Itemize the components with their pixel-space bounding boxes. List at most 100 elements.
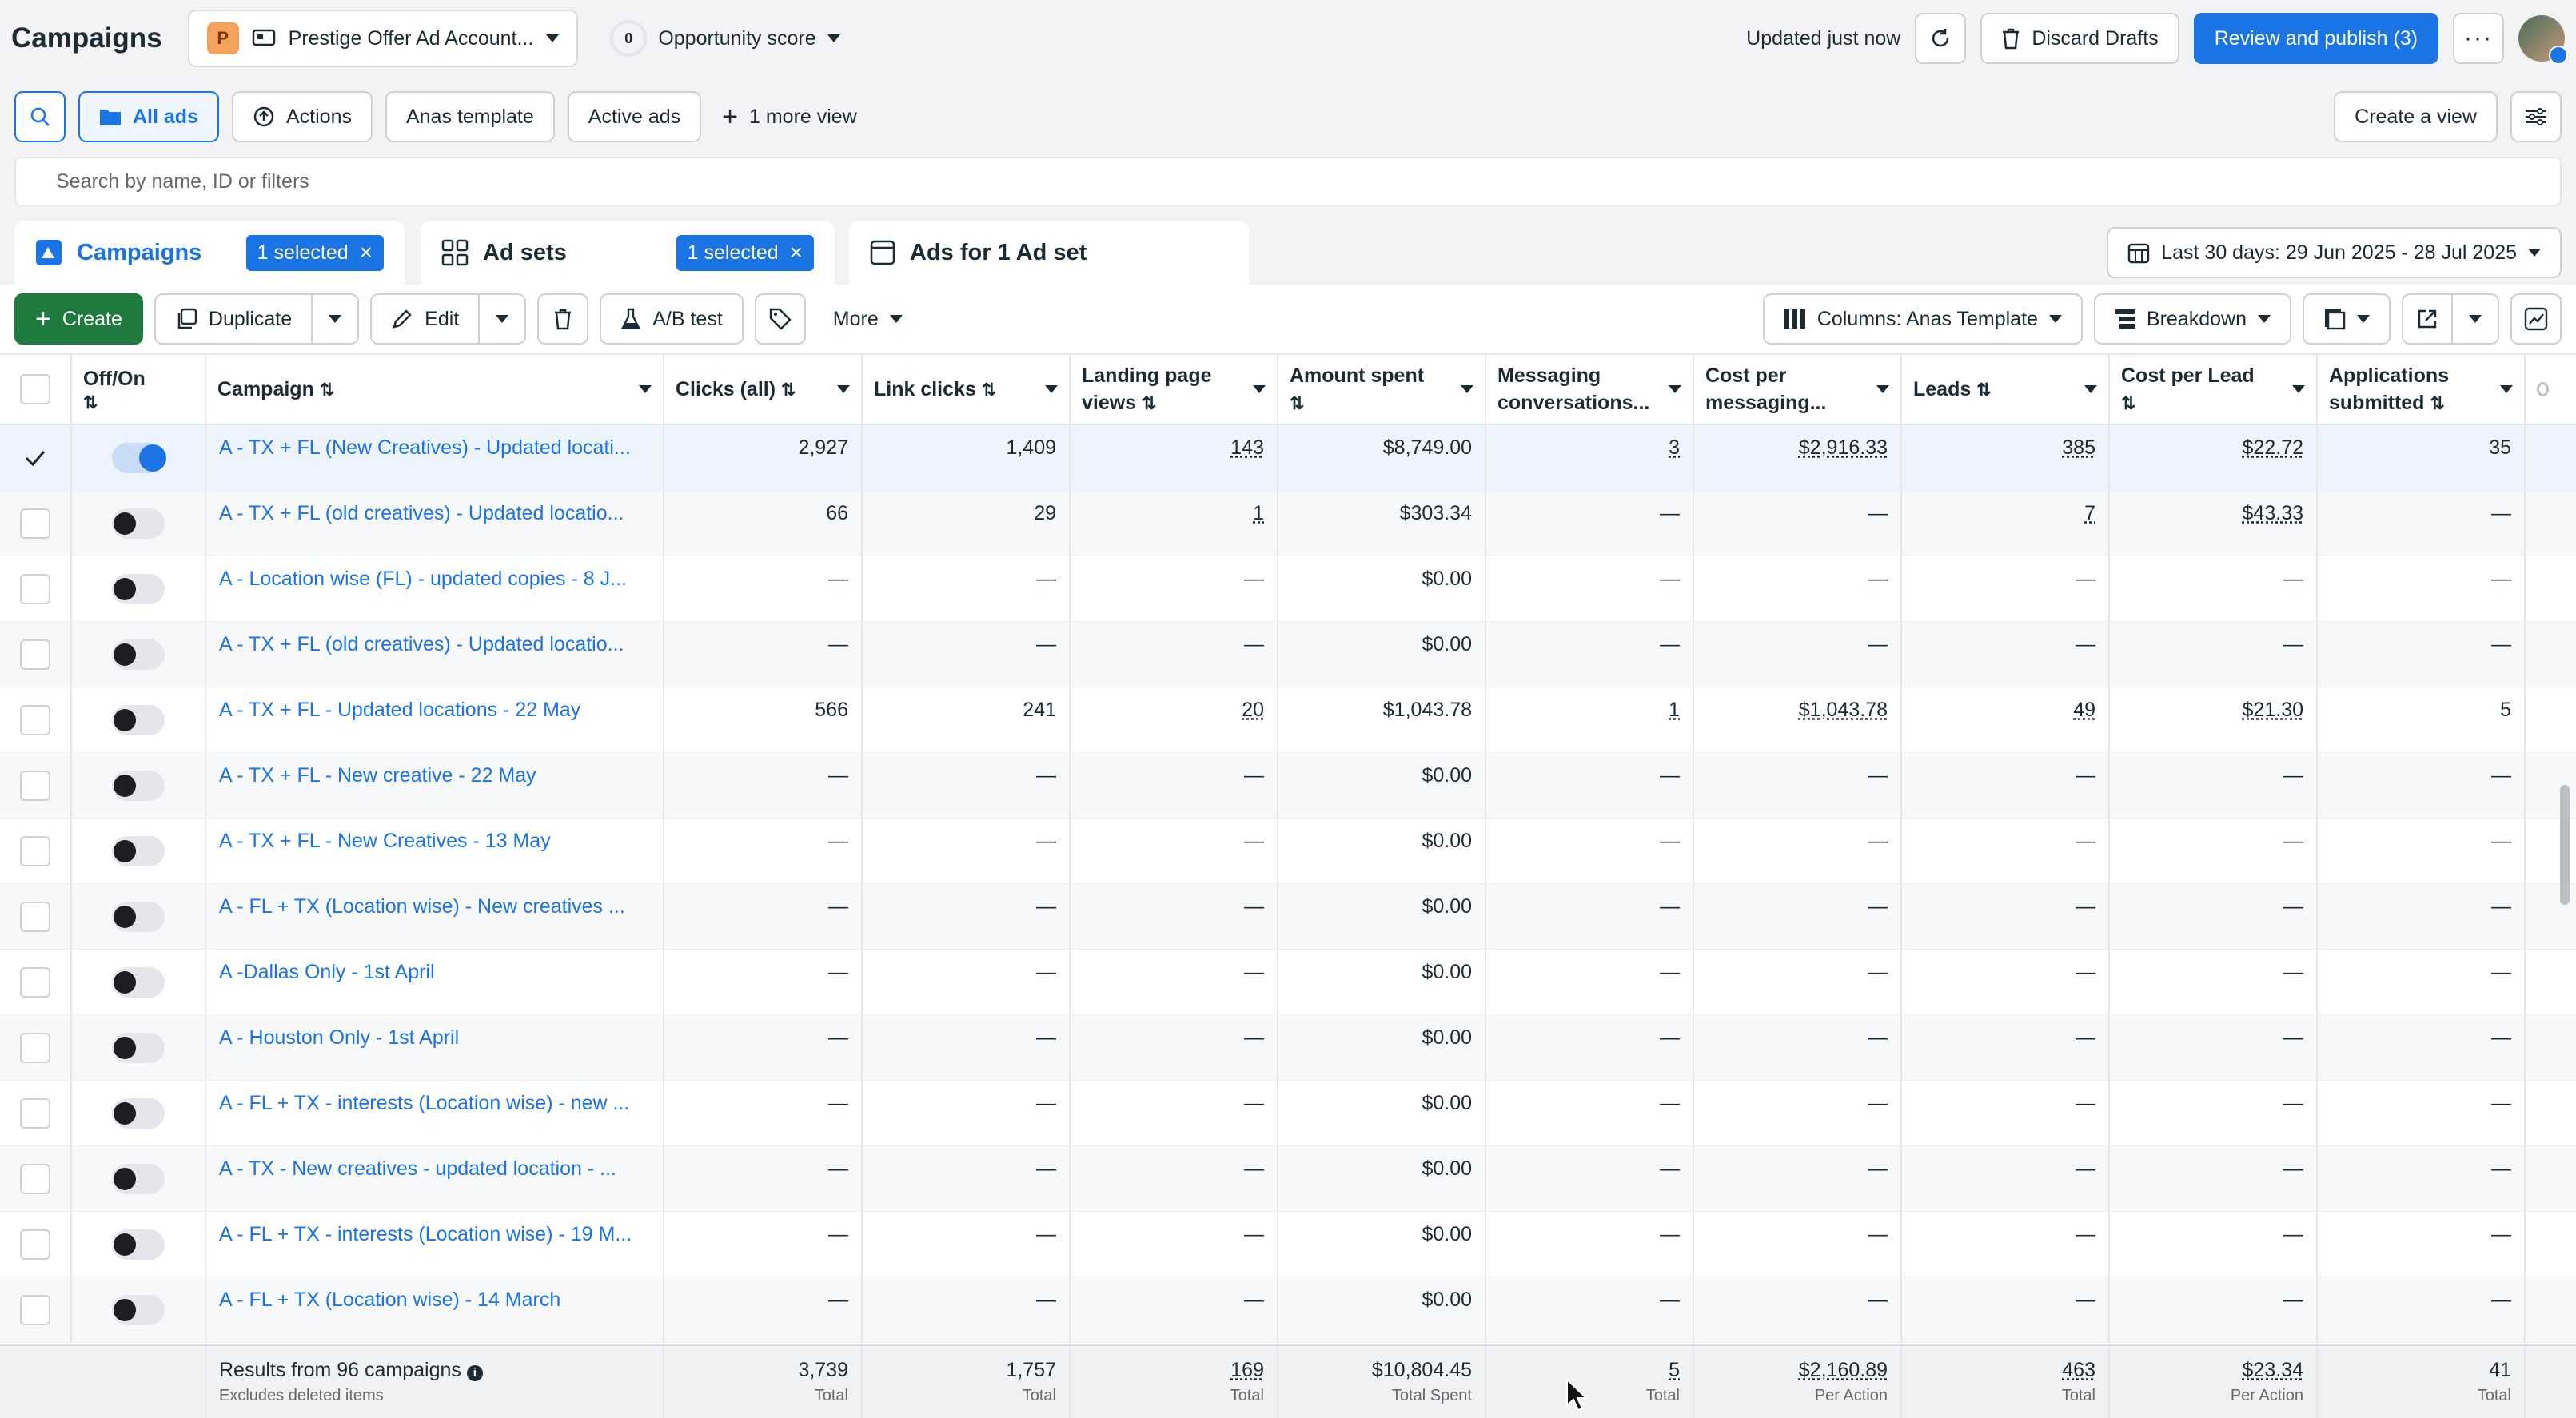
value-leads[interactable]: 7 <box>2084 502 2095 524</box>
reports-button[interactable] <box>2303 293 2391 345</box>
table-row[interactable]: A - TX + FL - Updated locations - 22 May… <box>0 687 2576 753</box>
info-icon[interactable]: i <box>466 1365 483 1381</box>
value-leads[interactable]: 385 <box>2062 436 2095 459</box>
row-checkbox[interactable] <box>20 901 50 932</box>
table-row[interactable]: A - TX + FL (New Creatives) - Updated lo… <box>0 425 2576 491</box>
delete-button[interactable] <box>537 293 589 345</box>
select-all-checkbox[interactable] <box>20 374 50 404</box>
more-button[interactable]: More <box>817 308 919 331</box>
edit-button[interactable]: Edit <box>370 293 481 345</box>
chevron-down-icon[interactable] <box>837 385 850 393</box>
value-msg[interactable]: 3 <box>1669 436 1680 459</box>
campaign-name-link[interactable]: A - Location wise (FL) - updated copies … <box>219 568 627 590</box>
table-row[interactable]: A - Location wise (FL) - updated copies … <box>0 556 2576 622</box>
adsets-selected-badge[interactable]: 1 selected × <box>676 234 814 271</box>
campaign-toggle[interactable] <box>112 966 165 998</box>
value-lpv[interactable]: 20 <box>1242 699 1264 721</box>
chevron-down-icon[interactable] <box>1253 385 1266 393</box>
value-cpm[interactable]: $2,916.33 <box>1798 436 1888 459</box>
campaign-name-link[interactable]: A - TX + FL - New creative - 22 May <box>219 764 536 787</box>
campaign-name-link[interactable]: A - TX + FL - New Creatives - 13 May <box>219 830 551 852</box>
table-row[interactable]: A - FL + TX (Location wise) - 14 March — —… <box>0 1277 2576 1343</box>
table-row[interactable]: A - FL + TX - interests (Location wise) … <box>0 1212 2576 1277</box>
discard-drafts-button[interactable]: Discard Drafts <box>1980 13 2179 64</box>
row-checkbox[interactable] <box>20 573 50 604</box>
close-icon[interactable]: × <box>359 240 373 265</box>
campaign-name-link[interactable]: A - FL + TX (Location wise) - 14 March <box>219 1289 561 1311</box>
chevron-down-icon[interactable] <box>1669 385 1681 393</box>
campaign-toggle[interactable] <box>112 704 165 735</box>
create-button[interactable]: + Create <box>14 293 143 345</box>
row-checkbox[interactable] <box>20 966 50 998</box>
campaign-name-link[interactable]: A - TX + FL - Updated locations - 22 May <box>219 699 581 721</box>
table-scrollbar[interactable] <box>2560 785 2570 905</box>
col-applications-submitted[interactable]: Applications submitted ⇅ <box>2318 355 2526 424</box>
view-active-ads[interactable]: Active ads <box>567 91 702 142</box>
create-view-button[interactable]: Create a view <box>2334 91 2498 142</box>
row-checkbox[interactable] <box>20 770 50 801</box>
value-msg[interactable]: 1 <box>1669 699 1680 721</box>
campaign-toggle[interactable] <box>112 508 165 539</box>
footer-lpv-value[interactable]: 169 <box>1230 1359 1264 1381</box>
tab-ads[interactable]: Ads for 1 Ad set <box>849 221 1249 285</box>
value-lpv[interactable]: 1 <box>1253 502 1264 524</box>
value-lpv[interactable]: 143 <box>1230 436 1264 459</box>
footer-cpl-value[interactable]: $23.34 <box>2242 1359 2303 1381</box>
export-dropdown[interactable] <box>2453 293 2499 345</box>
campaign-toggle[interactable] <box>112 770 165 801</box>
chevron-down-icon[interactable] <box>639 385 652 393</box>
row-checkbox[interactable] <box>20 835 50 866</box>
chart-toggle-button[interactable] <box>2510 293 2562 345</box>
campaign-name-link[interactable]: A - FL + TX - interests (Location wise) … <box>219 1223 632 1245</box>
col-link-clicks[interactable]: Link clicks ⇅ <box>863 355 1071 424</box>
table-row[interactable]: A - TX + FL - New Creatives - 13 May — — — $… <box>0 819 2576 884</box>
chevron-down-icon[interactable] <box>2500 385 2513 393</box>
more-views-button[interactable]: + 1 more view <box>722 103 857 130</box>
campaign-name-link[interactable]: A - TX - New creatives - updated locatio… <box>219 1157 616 1180</box>
row-checkbox[interactable] <box>20 443 50 473</box>
value-cpm[interactable]: $1,043.78 <box>1798 699 1888 721</box>
campaign-toggle[interactable] <box>112 1097 165 1129</box>
campaign-name-link[interactable]: A -Dallas Only - 1st April <box>219 961 435 983</box>
more-options-button[interactable]: ··· <box>2453 13 2504 64</box>
col-leads[interactable]: Leads ⇅ <box>1902 355 2110 424</box>
col-landing-page-views[interactable]: Landing page views ⇅ <box>1071 355 1278 424</box>
row-checkbox[interactable] <box>20 1032 50 1063</box>
row-checkbox[interactable] <box>20 1163 50 1194</box>
value-leads[interactable]: 49 <box>2073 699 2095 721</box>
row-checkbox[interactable] <box>20 1229 50 1260</box>
table-row[interactable]: A -Dallas Only - 1st April — — — $0.00 — — — — — <box>0 950 2576 1015</box>
footer-cpm-value[interactable]: $2,160.89 <box>1798 1359 1888 1381</box>
table-row[interactable]: A - Houston Only - 1st April — — — $0.00 — — — —… <box>0 1015 2576 1081</box>
profile-avatar[interactable] <box>2518 15 2568 65</box>
chevron-down-icon[interactable] <box>1461 385 1473 393</box>
row-checkbox[interactable] <box>20 1294 50 1325</box>
row-checkbox[interactable] <box>20 508 50 539</box>
ab-test-button[interactable]: A/B test <box>600 293 744 345</box>
chevron-down-icon[interactable] <box>2084 385 2097 393</box>
breakdown-button[interactable]: Breakdown <box>2093 293 2291 345</box>
view-actions[interactable]: Actions <box>231 91 373 142</box>
date-range-picker[interactable]: Last 30 days: 29 Jun 2025 - 28 Jul 2025 <box>2107 227 2562 278</box>
table-row[interactable]: A - TX - New creatives - updated locatio… <box>0 1146 2576 1212</box>
campaign-name-link[interactable]: A - FL + TX (Location wise) - New creati… <box>219 895 625 918</box>
table-row[interactable]: A - FL + TX - interests (Location wise) … <box>0 1081 2576 1146</box>
export-button[interactable] <box>2402 293 2453 345</box>
footer-leads-value[interactable]: 463 <box>2062 1359 2095 1381</box>
table-row[interactable]: A - TX + FL (old creatives) - Updated lo… <box>0 622 2576 687</box>
col-settings[interactable] <box>2526 355 2560 424</box>
columns-button[interactable]: Columns: Anas Template <box>1762 293 2083 345</box>
campaign-toggle[interactable] <box>112 442 166 473</box>
campaign-toggle[interactable] <box>112 1229 165 1260</box>
value-cpl[interactable]: $22.72 <box>2242 436 2303 459</box>
review-publish-button[interactable]: Review and publish (3) <box>2193 13 2438 64</box>
campaign-toggle[interactable] <box>112 639 165 670</box>
row-checkbox[interactable] <box>20 639 50 670</box>
value-cpl[interactable]: $21.30 <box>2242 699 2303 721</box>
col-cost-per-messaging[interactable]: Cost per messaging... <box>1694 355 1902 424</box>
campaign-toggle[interactable] <box>112 1163 165 1194</box>
campaigns-selected-badge[interactable]: 1 selected × <box>245 234 384 271</box>
edit-dropdown[interactable] <box>480 293 527 345</box>
row-checkbox[interactable] <box>20 1097 50 1129</box>
footer-msg-value[interactable]: 5 <box>1669 1359 1680 1381</box>
